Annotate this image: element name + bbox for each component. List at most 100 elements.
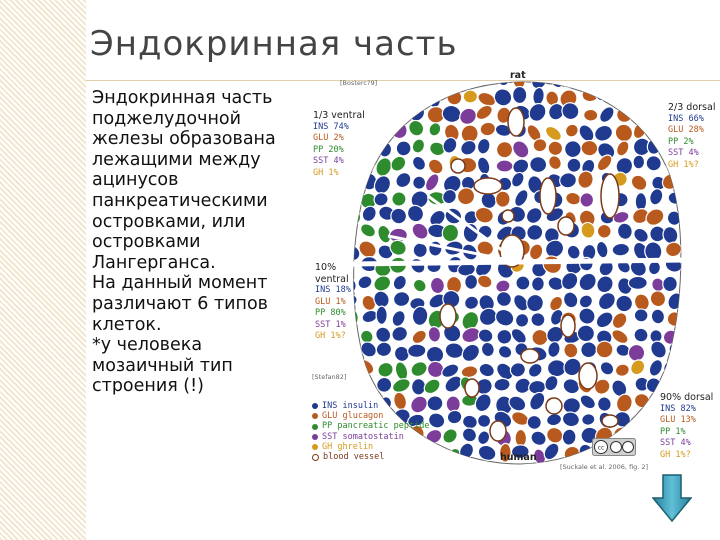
rat-label: rat <box>510 70 526 81</box>
islet-cell <box>576 324 596 343</box>
islet-cell <box>599 106 615 123</box>
islet-cell <box>581 413 596 426</box>
islet-cell <box>353 375 361 393</box>
islet-cell <box>566 157 582 173</box>
blood-vessel <box>507 107 525 137</box>
blood-vessel <box>473 177 503 195</box>
islet-cell <box>427 158 444 175</box>
islet-cell <box>407 343 427 358</box>
islet-cell <box>549 295 564 312</box>
islet-cell <box>353 90 359 109</box>
islet-cell <box>562 378 581 395</box>
blood-vessel <box>545 397 563 415</box>
islet-cell <box>353 346 360 362</box>
dorsal-90-title: 90% dorsal <box>660 392 714 403</box>
islet-cell <box>597 81 615 86</box>
reference-bottom: [Suckale et al. 2006, fig. 2] <box>560 463 649 471</box>
islet-cell <box>411 155 427 171</box>
islet-cell <box>616 222 633 240</box>
body-line: панкреатическими <box>92 190 268 211</box>
islet-cell <box>579 394 596 410</box>
islet-cell <box>393 81 411 90</box>
islet-cell <box>544 239 565 258</box>
legend-swatch <box>312 403 318 410</box>
legend-text: INS insulin <box>322 401 379 411</box>
islet-cell <box>353 276 357 295</box>
islet-cell <box>615 92 630 108</box>
islet-cell <box>612 210 630 224</box>
body-line: Лангерганса. <box>92 252 216 273</box>
islet-cell <box>460 365 479 379</box>
islet-cell <box>391 325 408 342</box>
legend-text: SST somatostatin <box>322 431 404 442</box>
islet-cell <box>495 141 514 159</box>
legend-text: GH ghrelin <box>322 441 374 452</box>
islet-cell <box>561 271 579 291</box>
islet-cell <box>566 244 581 260</box>
blood-vessel <box>501 209 515 223</box>
islet-cell <box>630 359 646 376</box>
islet-cell <box>445 395 461 413</box>
islet-cell <box>526 293 544 313</box>
islet-cell <box>361 205 377 222</box>
islet-cell <box>357 275 373 290</box>
islet-cell <box>462 89 479 104</box>
islet-cell <box>649 81 666 88</box>
islet-cell <box>360 90 375 106</box>
islet-cell <box>373 192 389 207</box>
legend-item: GH ghrelin <box>312 442 429 452</box>
islet-cell <box>411 222 429 240</box>
dorsal-two-thirds-title: 2/3 dorsal <box>668 102 716 113</box>
islet-cell <box>426 81 443 88</box>
islet-cell <box>634 376 650 392</box>
islet-cell <box>477 430 491 446</box>
islet-cell <box>476 137 491 155</box>
islet-cell <box>457 81 475 87</box>
islet-cell <box>597 396 612 412</box>
body-line: островками, или <box>92 211 246 232</box>
legend-text: blood vessel <box>323 452 385 463</box>
islet-cell <box>544 375 559 392</box>
islet-cell <box>464 295 480 310</box>
legend-swatch <box>312 453 319 461</box>
islet-cell <box>546 426 564 444</box>
ventral-third-title: 1/3 ventral <box>313 110 365 121</box>
legend: INS insulin GLU glucagon PP pancreatic p… <box>312 401 429 462</box>
islet-cell <box>633 308 649 323</box>
stat-ins: INS 18% <box>315 285 351 295</box>
islet-cell <box>429 209 446 227</box>
islet-cell <box>597 142 616 160</box>
islet-cell <box>665 241 681 258</box>
islet-cell <box>428 412 446 429</box>
islet-cell <box>596 154 613 172</box>
body-line: Эндокринная часть <box>92 88 273 108</box>
islet-cell <box>512 85 528 105</box>
islet-cell <box>494 190 511 208</box>
islet-cell <box>360 223 376 238</box>
reference-top: [Bosterc?9] <box>340 79 378 87</box>
islet-cell <box>377 361 394 378</box>
stat-sst: SST 4% <box>660 438 691 448</box>
islet-cell <box>662 275 678 293</box>
arrow-down-icon[interactable] <box>652 474 692 522</box>
cc-license-icon: cc <box>592 438 636 456</box>
islet-cell <box>358 240 377 259</box>
islet-cell <box>390 207 408 225</box>
islet-cell <box>464 273 479 290</box>
islet-cell <box>372 90 391 107</box>
stat-sst: SST 4% <box>313 156 344 166</box>
islet-cell <box>614 123 634 143</box>
islet-cell <box>531 81 548 90</box>
islet-cell <box>441 223 460 243</box>
islet-cell <box>429 141 446 157</box>
islet-cell <box>377 120 393 138</box>
islet-cell <box>375 341 393 358</box>
islet-cell <box>375 103 392 120</box>
islet-cell <box>512 140 530 159</box>
islet-cell <box>578 272 597 292</box>
islet-cell <box>353 226 356 243</box>
islet-cell <box>390 155 407 172</box>
stat-glu: GLU 13% <box>660 415 696 425</box>
islet-cell <box>460 139 477 156</box>
islet-cell <box>461 427 478 443</box>
